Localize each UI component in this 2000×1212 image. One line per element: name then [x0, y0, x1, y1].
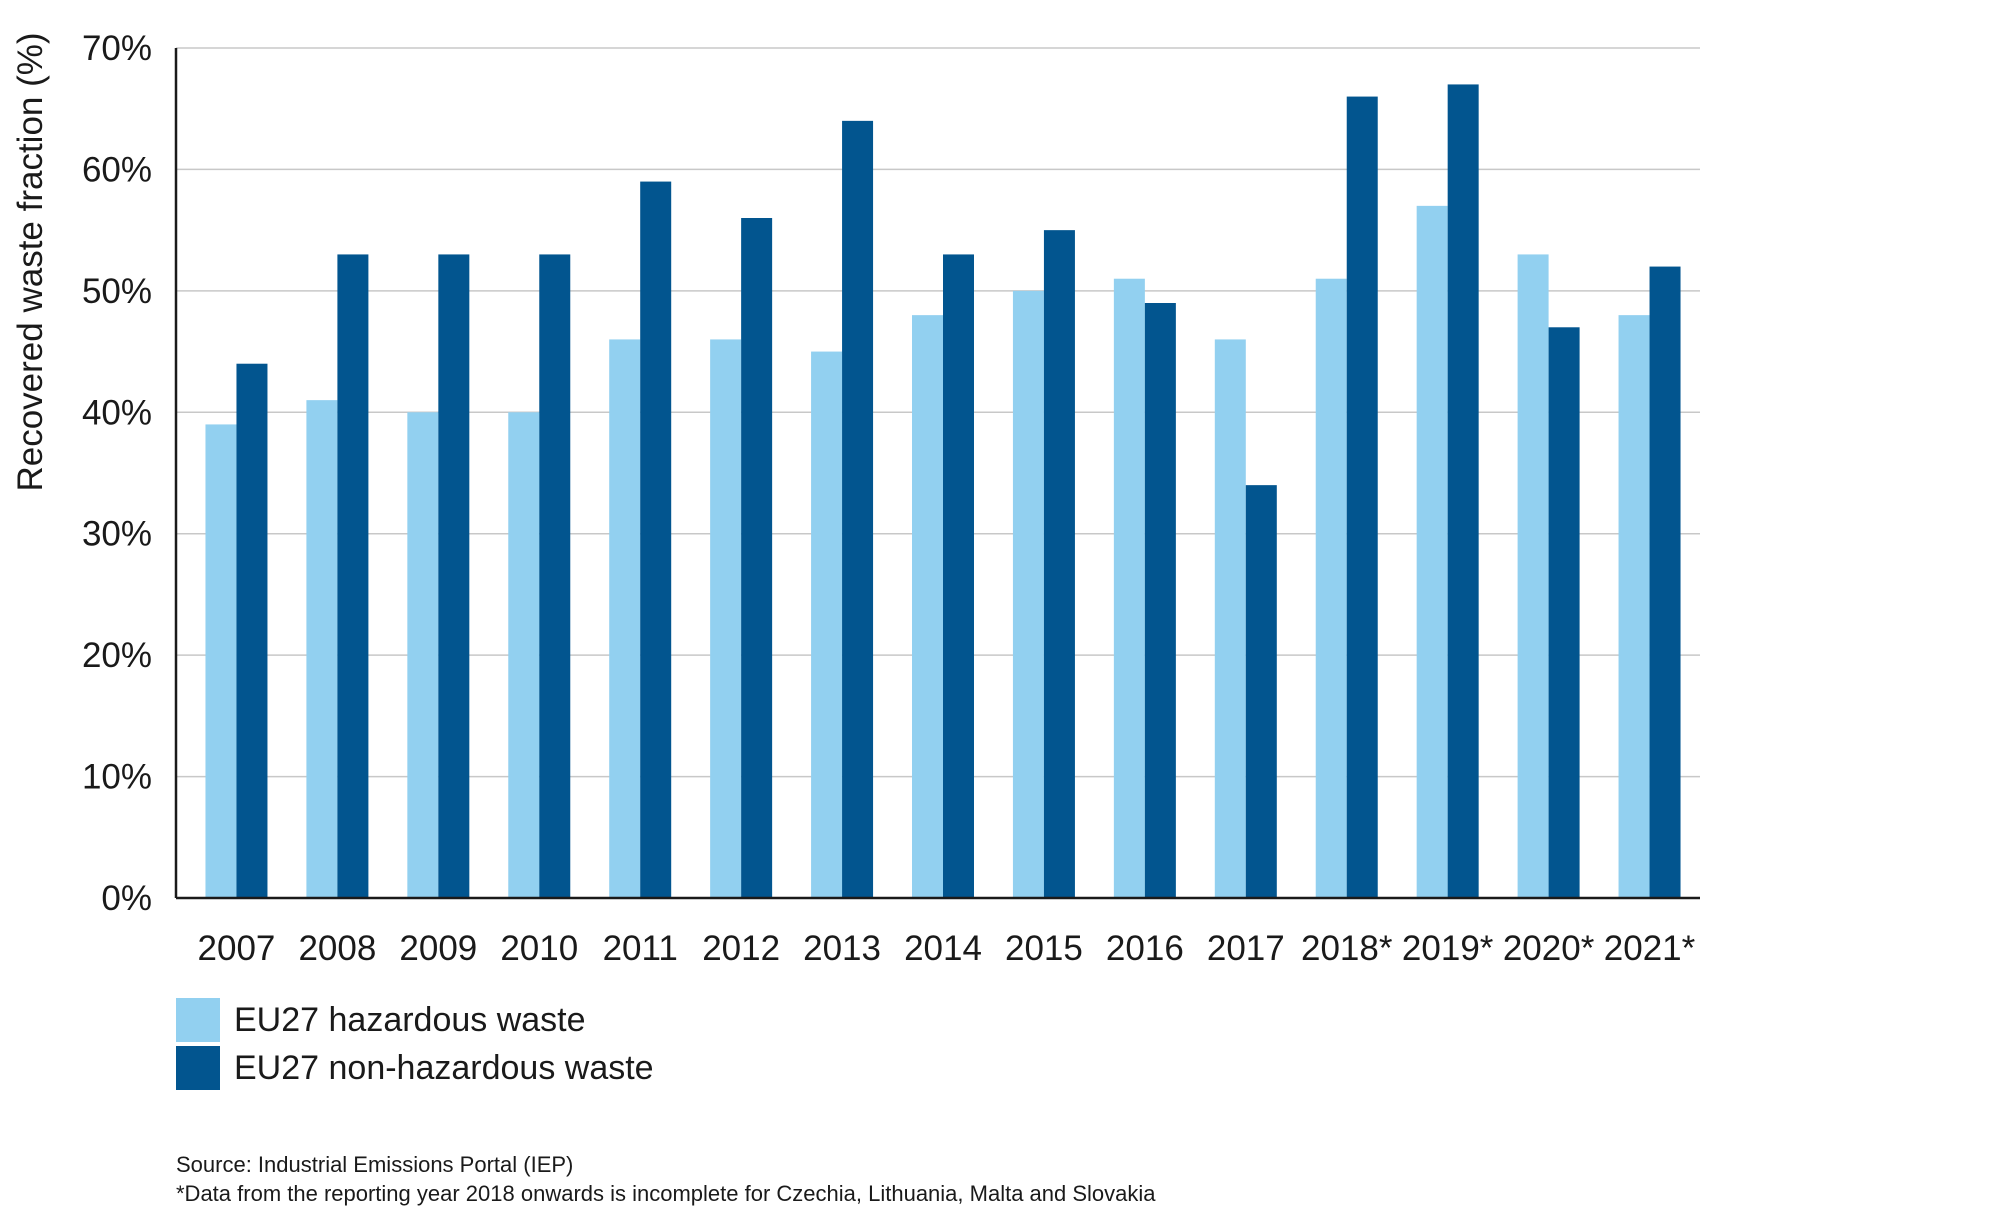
bar-hazardous — [1315, 278, 1347, 898]
y-tick-label: 10% — [82, 758, 152, 797]
data-completeness-note: *Data from the reporting year 2018 onwar… — [176, 1181, 1156, 1206]
y-axis-label: Recovered waste fraction (%) — [11, 32, 50, 491]
source-note: Source: Industrial Emissions Portal (IEP… — [176, 1152, 574, 1177]
x-tick-label: 2019* — [1402, 929, 1494, 968]
legend: EU27 hazardous waste EU27 non-hazardous … — [176, 996, 654, 1092]
bar-non-hazardous — [640, 181, 672, 899]
bar-non-hazardous — [1649, 266, 1681, 899]
bar-hazardous — [1416, 205, 1448, 898]
bar-hazardous — [1113, 278, 1145, 898]
legend-item-hazardous: EU27 hazardous waste — [176, 996, 654, 1044]
x-tick-label: 2018* — [1301, 929, 1393, 968]
x-tick-label: 2016 — [1106, 929, 1184, 968]
bar-non-hazardous — [1245, 485, 1277, 898]
bar-hazardous — [306, 400, 338, 898]
bar-non-hazardous — [1548, 327, 1580, 898]
x-tick-label: 2013 — [803, 929, 881, 968]
bar-non-hazardous — [236, 363, 268, 898]
x-tick-label: 2008 — [298, 929, 376, 968]
x-tick-label: 2014 — [904, 929, 982, 968]
bar-non-hazardous — [1447, 84, 1479, 898]
x-tick-label: 2021* — [1604, 929, 1696, 968]
bar-non-hazardous — [842, 120, 874, 899]
x-tick-label: 2012 — [702, 929, 780, 968]
legend-swatch-hazardous — [176, 998, 220, 1042]
y-tick-labels: 0% 10% 20% 30% 40% 50% 60% 70% — [82, 29, 152, 918]
bar-hazardous — [508, 412, 540, 898]
bar-hazardous — [205, 424, 237, 898]
y-tick-label: 70% — [82, 29, 152, 68]
x-tick-label: 2011 — [603, 929, 678, 968]
y-tick-label: 30% — [82, 515, 152, 554]
bar-non-hazardous — [1346, 96, 1378, 899]
bar-hazardous — [710, 339, 742, 898]
x-tick-label: 2017 — [1207, 929, 1285, 968]
y-tick-label: 50% — [82, 272, 152, 311]
legend-item-non-hazardous: EU27 non-hazardous waste — [176, 1044, 654, 1092]
bar-non-hazardous — [943, 254, 974, 898]
bar-chart: 0% 10% 20% 30% 40% 50% 60% 70% 2007 2008 2009 2010… — [11, 29, 1700, 968]
bar-hazardous — [1214, 339, 1246, 898]
bar-non-hazardous — [438, 254, 470, 898]
bar-hazardous — [407, 412, 439, 898]
bar-hazardous — [912, 315, 943, 899]
y-tick-label: 20% — [82, 636, 152, 675]
legend-label-non-hazardous: EU27 non-hazardous waste — [234, 1048, 654, 1087]
x-tick-label: 2015 — [1005, 929, 1083, 968]
bar-non-hazardous — [539, 254, 571, 898]
bar-hazardous — [609, 339, 641, 898]
x-tick-label: 2007 — [198, 929, 276, 968]
bar-non-hazardous — [1043, 230, 1075, 899]
bar-hazardous — [1618, 315, 1650, 899]
x-tick-labels: 2007 2008 2009 2010 2011 2012 2013 2014 2015 2016… — [198, 929, 1696, 968]
legend-swatch-non-hazardous — [176, 1046, 220, 1090]
y-tick-label: 0% — [101, 879, 152, 918]
bar-hazardous — [1012, 290, 1044, 898]
x-tick-label: 2010 — [500, 929, 578, 968]
y-tick-label: 60% — [82, 150, 152, 189]
x-tick-label: 2020* — [1503, 929, 1595, 968]
y-tick-label: 40% — [82, 393, 152, 432]
legend-label-hazardous: EU27 hazardous waste — [234, 1000, 586, 1039]
bar-hazardous — [1517, 254, 1549, 898]
bar-non-hazardous — [1144, 303, 1176, 898]
bars — [205, 84, 1681, 899]
axes — [174, 48, 1700, 900]
bar-non-hazardous — [741, 218, 773, 898]
x-tick-label: 2009 — [399, 929, 477, 968]
bar-hazardous — [811, 351, 843, 899]
bar-non-hazardous — [337, 254, 369, 898]
